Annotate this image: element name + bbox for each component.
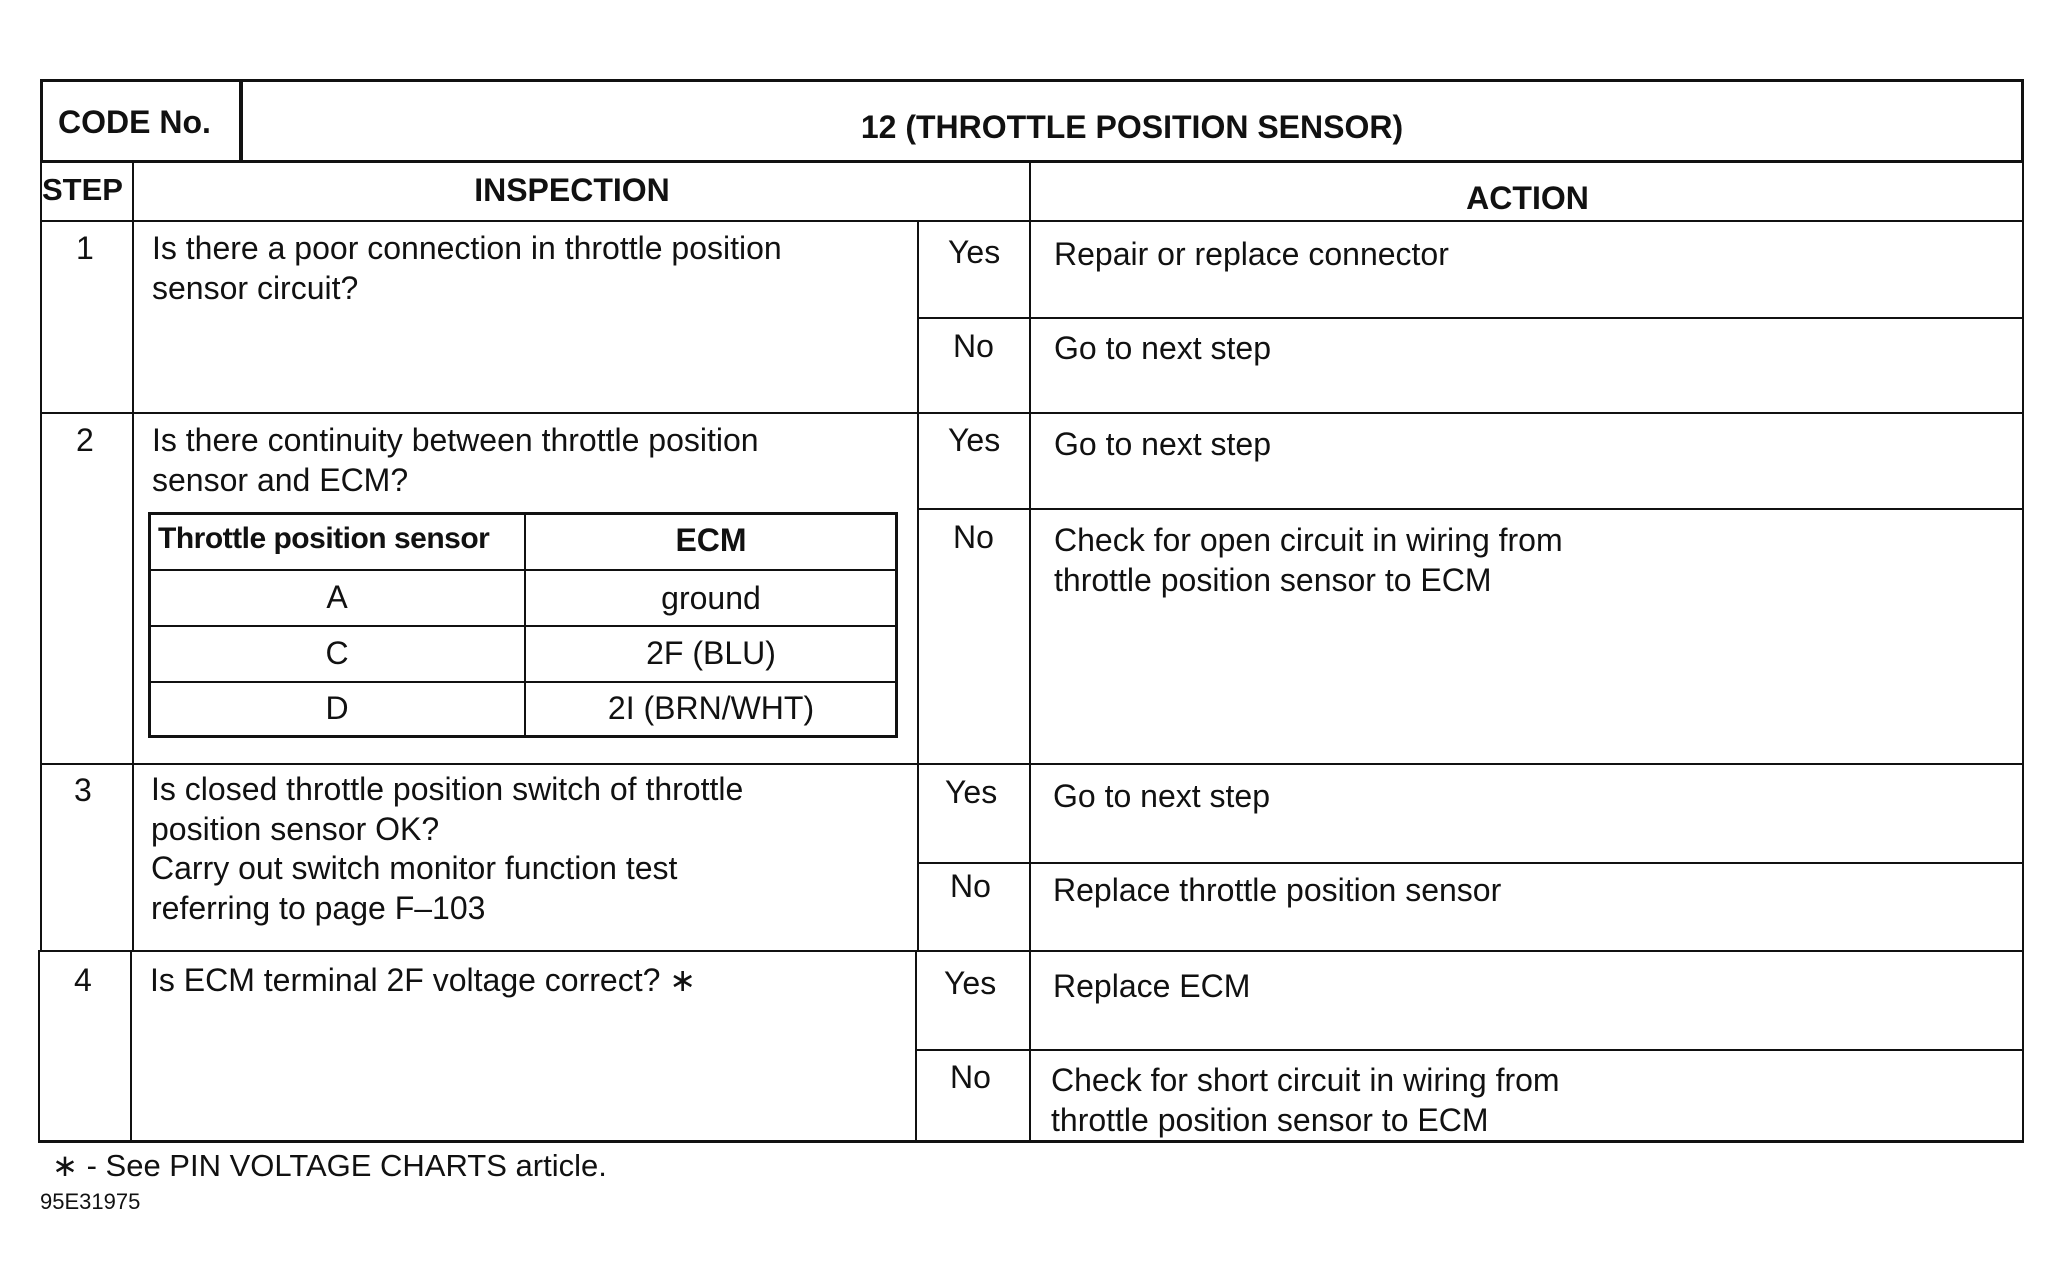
sub-cell-text: ground: [661, 580, 761, 616]
step-number: 2: [76, 422, 94, 458]
no-action: Go to next step: [1054, 330, 1272, 366]
sub-cell: [524, 681, 898, 738]
sub-header-sensor: Throttle position sensor: [158, 522, 490, 555]
code-title: 12 (THROTTLE POSITION SENSOR): [860, 109, 1404, 145]
yes-label: Yes: [945, 774, 998, 810]
no-label: No: [950, 1059, 991, 1095]
sub-cell-text: D: [325, 690, 349, 726]
code-label: CODE No.: [58, 104, 211, 140]
no-action: Check for short circuit in wiring from t…: [1051, 1062, 1560, 1138]
figure-code: 95E31975: [40, 1189, 141, 1214]
no-action: Check for open circuit in wiring from th…: [1054, 522, 1563, 598]
yes-action: Replace ECM: [1053, 968, 1251, 1004]
yes-label: Yes: [948, 234, 1001, 270]
yes-action: Go to next step: [1054, 426, 1272, 462]
inspection-text: Is ECM terminal 2F voltage correct? ∗: [150, 962, 697, 998]
step-cell: [40, 412, 134, 765]
action-header: ACTION: [1466, 180, 1589, 216]
no-label: No: [950, 868, 991, 904]
no-label: No: [953, 328, 994, 364]
step-number: 1: [76, 230, 94, 266]
step-number: 4: [74, 962, 92, 998]
sub-cell-text: 2F (BLU): [646, 635, 776, 671]
yes-label: Yes: [944, 965, 997, 1001]
no-label: No: [953, 519, 994, 555]
inspection-text: Is closed throttle position switch of th…: [151, 771, 744, 926]
step-number: 3: [74, 772, 92, 808]
no-action: Replace throttle position sensor: [1053, 872, 1502, 908]
sub-cell-text: A: [326, 579, 348, 615]
sub-cell-text: 2I (BRN/WHT): [607, 690, 815, 726]
sub-header-ecm: ECM: [675, 522, 747, 558]
yes-label: Yes: [948, 422, 1001, 458]
step-header: STEP: [42, 172, 123, 207]
inspection-text: Is there continuity between throttle pos…: [152, 422, 759, 498]
yes-action: Repair or replace connector: [1054, 236, 1449, 272]
footnote: ∗ - See PIN VOLTAGE CHARTS article.: [52, 1148, 607, 1183]
action-cell: [1029, 1049, 2024, 1143]
sub-cell-text: C: [325, 635, 349, 671]
inspection-text: Is there a poor connection in throttle p…: [152, 230, 782, 306]
yes-action: Go to next step: [1053, 778, 1271, 814]
inspection-header: INSPECTION: [474, 172, 670, 208]
